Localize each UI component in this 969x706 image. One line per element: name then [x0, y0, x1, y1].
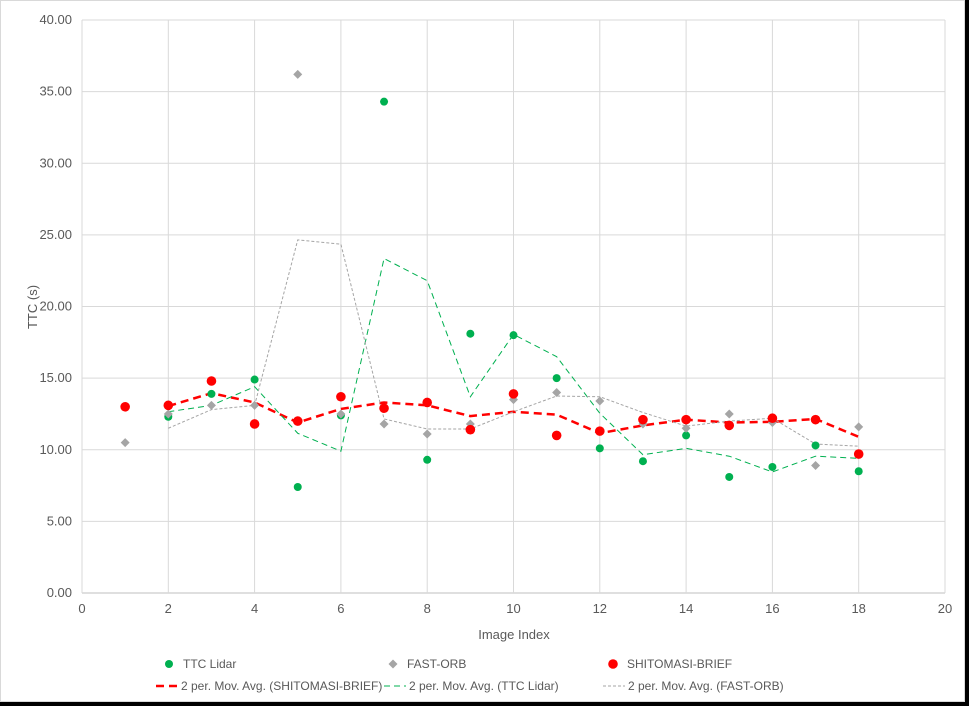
data-point-circle — [508, 389, 519, 399]
data-point-circle — [551, 430, 562, 441]
moving-average-line — [167, 391, 860, 439]
data-point-circle — [379, 403, 389, 414]
data-point-circle — [682, 431, 691, 440]
data-point-diamond — [250, 400, 260, 410]
data-point-circle — [423, 455, 432, 464]
data-point-diamond — [120, 438, 130, 448]
y-tick-label: 5.00 — [47, 513, 72, 528]
y-tick-label: 25.00 — [39, 227, 72, 242]
data-point-circle — [854, 467, 863, 476]
data-point-diamond — [724, 409, 734, 419]
x-tick-label: 18 — [851, 601, 865, 616]
legend-circle-swatch — [165, 660, 173, 668]
data-point-diamond — [422, 429, 432, 439]
legend-diamond-swatch — [388, 659, 398, 669]
data-point-circle — [552, 374, 561, 383]
x-axis-title: Image Index — [478, 627, 550, 642]
data-points — [120, 69, 864, 491]
data-point-circle — [336, 391, 346, 402]
x-tick-label: 16 — [765, 601, 779, 616]
legend-label: FAST-ORB — [407, 657, 466, 671]
data-point-circle — [422, 397, 433, 408]
data-point-circle — [466, 329, 475, 338]
gridlines — [81, 19, 946, 594]
x-tick-label: 2 — [165, 601, 172, 616]
moving-average-lines — [167, 239, 860, 473]
data-point-diamond — [811, 461, 821, 471]
data-point-circle — [206, 376, 217, 386]
data-point-circle — [768, 462, 777, 471]
legend: TTC Lidar FAST-ORB SHITOMASI-BRIEF 2 per. M… — [156, 657, 784, 693]
data-point-diamond — [595, 396, 605, 406]
data-point-circle — [465, 424, 476, 435]
legend-label: 2 per. Mov. Avg. (TTC Lidar) — [409, 679, 559, 693]
data-point-diamond — [163, 409, 173, 419]
legend-circle-swatch — [608, 659, 618, 669]
y-tick-label: 20.00 — [39, 299, 72, 314]
data-point-circle — [767, 413, 778, 424]
legend-label: 2 per. Mov. Avg. (SHITOMASI-BRIEF) — [181, 679, 382, 693]
data-point-circle — [638, 414, 648, 425]
data-point-diamond — [681, 423, 691, 433]
data-point-circle — [292, 416, 303, 426]
data-point-diamond — [206, 400, 216, 410]
data-point-circle — [853, 449, 864, 459]
x-tick-label: 8 — [424, 601, 431, 616]
y-tick-labels: 0.00 5.00 10.00 15.00 20.00 25.00 30.00 35.00 40… — [39, 12, 72, 600]
data-point-circle — [380, 97, 389, 106]
y-axis-title: TTC (s) — [25, 285, 40, 329]
data-point-diamond — [854, 422, 864, 432]
data-point-circle — [249, 419, 260, 429]
y-tick-label: 35.00 — [39, 84, 72, 99]
data-point-circle — [509, 331, 518, 340]
data-point-circle — [595, 444, 604, 453]
x-tick-label: 10 — [506, 601, 520, 616]
data-point-diamond — [336, 409, 346, 419]
data-point-circle — [638, 457, 647, 466]
x-tick-label: 0 — [78, 601, 85, 616]
moving-average-line — [168, 257, 859, 473]
legend-label: TTC Lidar — [183, 657, 236, 671]
data-point-diamond — [293, 69, 303, 79]
x-tick-label: 6 — [337, 601, 344, 616]
data-point-circle — [810, 414, 821, 425]
y-tick-label: 30.00 — [39, 155, 72, 170]
data-point-circle — [163, 400, 174, 411]
data-point-circle — [811, 441, 820, 450]
y-tick-label: 40.00 — [39, 12, 72, 27]
data-point-circle — [595, 426, 605, 436]
x-tick-label: 12 — [593, 601, 607, 616]
data-point-circle — [207, 389, 216, 398]
y-tick-label: 0.00 — [47, 585, 72, 600]
x-tick-label: 4 — [251, 601, 258, 616]
y-tick-label: 15.00 — [39, 370, 72, 385]
data-point-diamond — [552, 387, 562, 397]
data-point-circle — [724, 420, 735, 431]
data-point-circle — [120, 401, 130, 412]
data-point-circle — [725, 472, 734, 481]
data-point-circle — [293, 482, 302, 491]
data-point-diamond — [379, 419, 389, 429]
legend-label: 2 per. Mov. Avg. (FAST-ORB) — [628, 679, 784, 693]
x-tick-label: 14 — [679, 601, 693, 616]
x-tick-label: 20 — [938, 601, 952, 616]
data-point-circle — [681, 414, 691, 425]
data-point-circle — [250, 375, 259, 384]
y-tick-label: 10.00 — [39, 442, 72, 457]
legend-label: SHITOMASI-BRIEF — [627, 657, 732, 671]
x-tick-labels: 0 2 4 6 8 10 12 14 16 18 20 — [78, 601, 952, 616]
moving-average-line — [168, 239, 859, 447]
